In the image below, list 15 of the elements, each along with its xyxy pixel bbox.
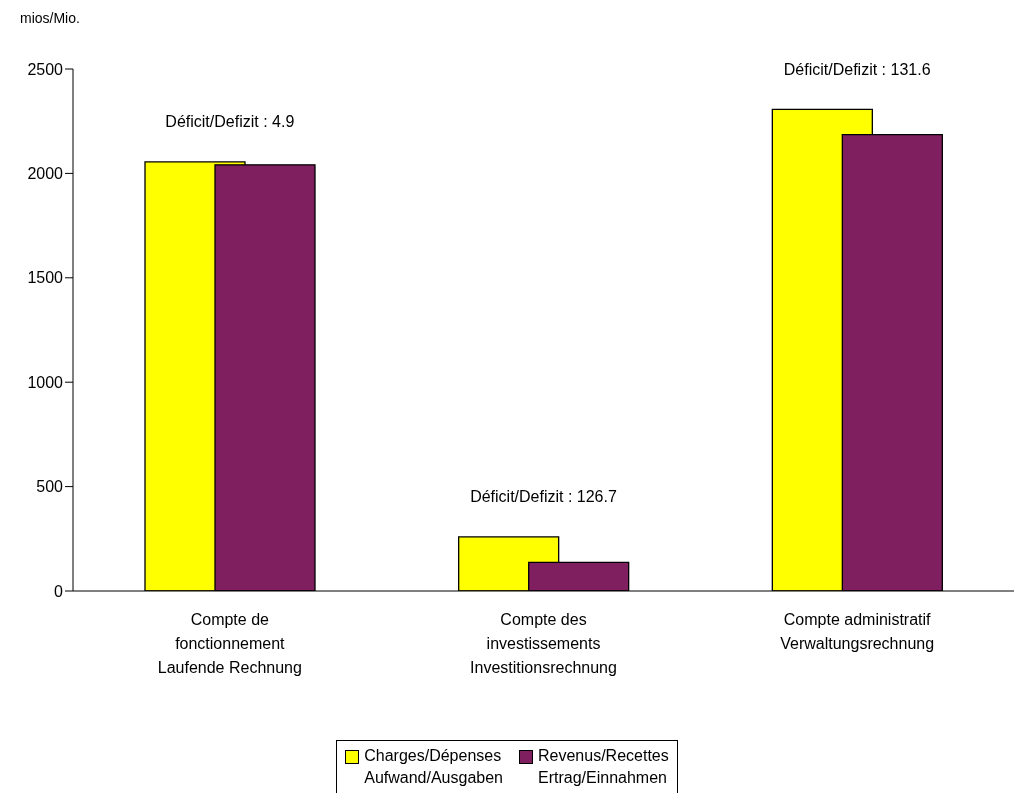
x-tick-label: Compte des investissements Investitionsrechnung (470, 611, 617, 676)
legend-label: Charges/Dépenses Aufwand/Ausgaben (364, 746, 504, 788)
annotation: Déficit/Defizit : 131.6 (783, 60, 931, 78)
legend-label: Revenus/Recettes Ertrag/Einnahmen (538, 746, 669, 788)
y-tick-label: 2000 (27, 165, 64, 183)
y-tick-label: 0 (54, 582, 64, 600)
y-tick-label: 2500 (27, 60, 64, 78)
y-tick-label: 1000 (27, 373, 64, 391)
annotation: Déficit/Defizit : 126.7 (470, 488, 617, 506)
x-tick-label: Compte administratif Verwaltungsrechnung (780, 611, 935, 652)
y-tick-label: 500 (36, 478, 64, 496)
x-tick-label: Compte de fonctionnement Laufende Rechnung (157, 611, 302, 676)
y-axis-title: mios/Mio. (20, 10, 80, 26)
annotation: Déficit/Defizit : 4.9 (165, 113, 295, 131)
y-tick-label: 1500 (27, 269, 64, 287)
